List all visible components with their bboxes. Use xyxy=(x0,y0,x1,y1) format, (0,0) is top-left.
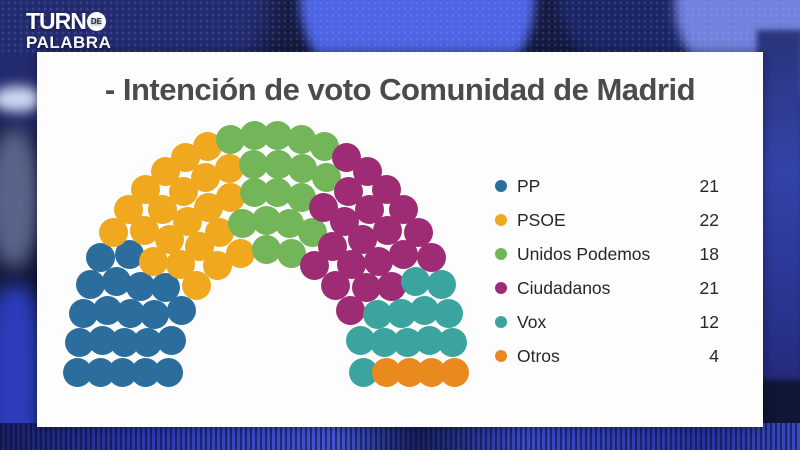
backdrop-light-streak xyxy=(0,86,44,112)
backdrop-gray-shape xyxy=(0,128,42,268)
legend-item-vox: Vox 12 xyxy=(495,305,719,339)
legend-color-dot xyxy=(495,214,507,226)
legend-seat-count: 12 xyxy=(699,311,719,332)
legend-color-dot xyxy=(495,316,507,328)
chart-legend: PP 21 PSOE 22 Unidos Podemos 18 Ciudadan… xyxy=(495,169,719,373)
seat-dot xyxy=(426,270,456,300)
seat-dot xyxy=(63,357,93,387)
legend-seat-count: 21 xyxy=(699,175,719,196)
legend-color-dot xyxy=(495,282,507,294)
parliament-seat-chart xyxy=(37,52,763,427)
legend-seat-count: 21 xyxy=(699,277,719,298)
seat-dot xyxy=(388,240,418,269)
seat-dot xyxy=(76,270,106,300)
seat-dot xyxy=(157,325,186,355)
legend-party-name: PSOE xyxy=(517,209,566,230)
legend-party-name: Unidos Podemos xyxy=(517,243,651,264)
legend-seat-count: 22 xyxy=(699,209,719,230)
backdrop-led-texture xyxy=(0,0,800,56)
program-logo: TURN DE PALABRA xyxy=(26,8,112,52)
seat-dot xyxy=(166,296,196,325)
seat-dot xyxy=(214,154,244,184)
seat-dot xyxy=(239,149,269,179)
seat-dot xyxy=(226,238,256,268)
legend-item-psoe: PSOE 22 xyxy=(495,203,719,237)
legend-party-name: Ciudadanos xyxy=(517,277,611,298)
seat-dot xyxy=(125,271,155,301)
legend-item-ciudadanos: Ciudadanos 21 xyxy=(495,271,719,305)
seat-dot xyxy=(263,149,293,179)
legend-seat-count: 18 xyxy=(699,243,719,264)
seat-dot xyxy=(438,327,468,357)
seat-dot xyxy=(336,296,366,325)
seat-dot xyxy=(400,267,430,296)
legend-party-name: PP xyxy=(517,175,541,196)
legend-item-unidos-podemos: Unidos Podemos 18 xyxy=(495,237,719,271)
legend-item-otros: Otros 4 xyxy=(495,339,719,373)
logo-word-palabra: PALABRA xyxy=(26,33,112,52)
legend-seat-count: 4 xyxy=(709,345,719,366)
legend-color-dot xyxy=(495,350,507,362)
chart-title: - Intención de voto Comunidad de Madrid xyxy=(104,72,696,107)
logo-word-turno: TURN xyxy=(26,8,87,34)
seat-dot xyxy=(140,299,170,329)
legend-color-dot xyxy=(495,180,507,192)
legend-item-pp: PP 21 xyxy=(495,169,719,203)
seat-dot xyxy=(86,243,116,273)
seat-dot xyxy=(434,298,463,328)
seat-dot xyxy=(251,234,281,264)
backdrop-stripe-texture xyxy=(757,30,800,380)
seat-dot xyxy=(373,215,402,245)
backdrop-bottom-band xyxy=(0,423,800,450)
backdrop-stripe-texture xyxy=(0,423,800,450)
logo-de-disc: DE xyxy=(86,12,106,31)
legend-party-name: Otros xyxy=(517,345,560,366)
legend-color-dot xyxy=(495,248,507,260)
backdrop-blue-glow xyxy=(0,285,44,450)
backdrop-right-band xyxy=(757,30,800,380)
seat-dot xyxy=(439,357,469,387)
legend-party-name: Vox xyxy=(517,311,547,332)
graphic-card: - Intención de voto Comunidad de Madrid … xyxy=(37,52,763,427)
